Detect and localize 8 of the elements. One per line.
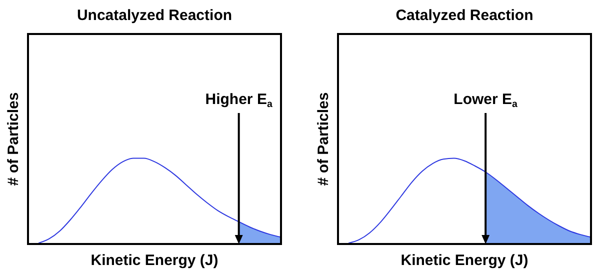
y-axis-title: # of Particles — [315, 92, 332, 186]
text: Higher E$_{a}$ — [205, 91, 273, 110]
chart-title: Catalyzed Reaction — [396, 7, 534, 24]
y-axis-title: # of Particles — [5, 92, 22, 186]
x-axis-title: Kinetic Energy (J) — [400, 252, 528, 269]
chart-title: Uncatalyzed Reaction — [76, 7, 232, 24]
x-axis-title: Kinetic Energy (J) — [90, 252, 218, 269]
text: Lower E$_{a}$ — [454, 91, 518, 110]
